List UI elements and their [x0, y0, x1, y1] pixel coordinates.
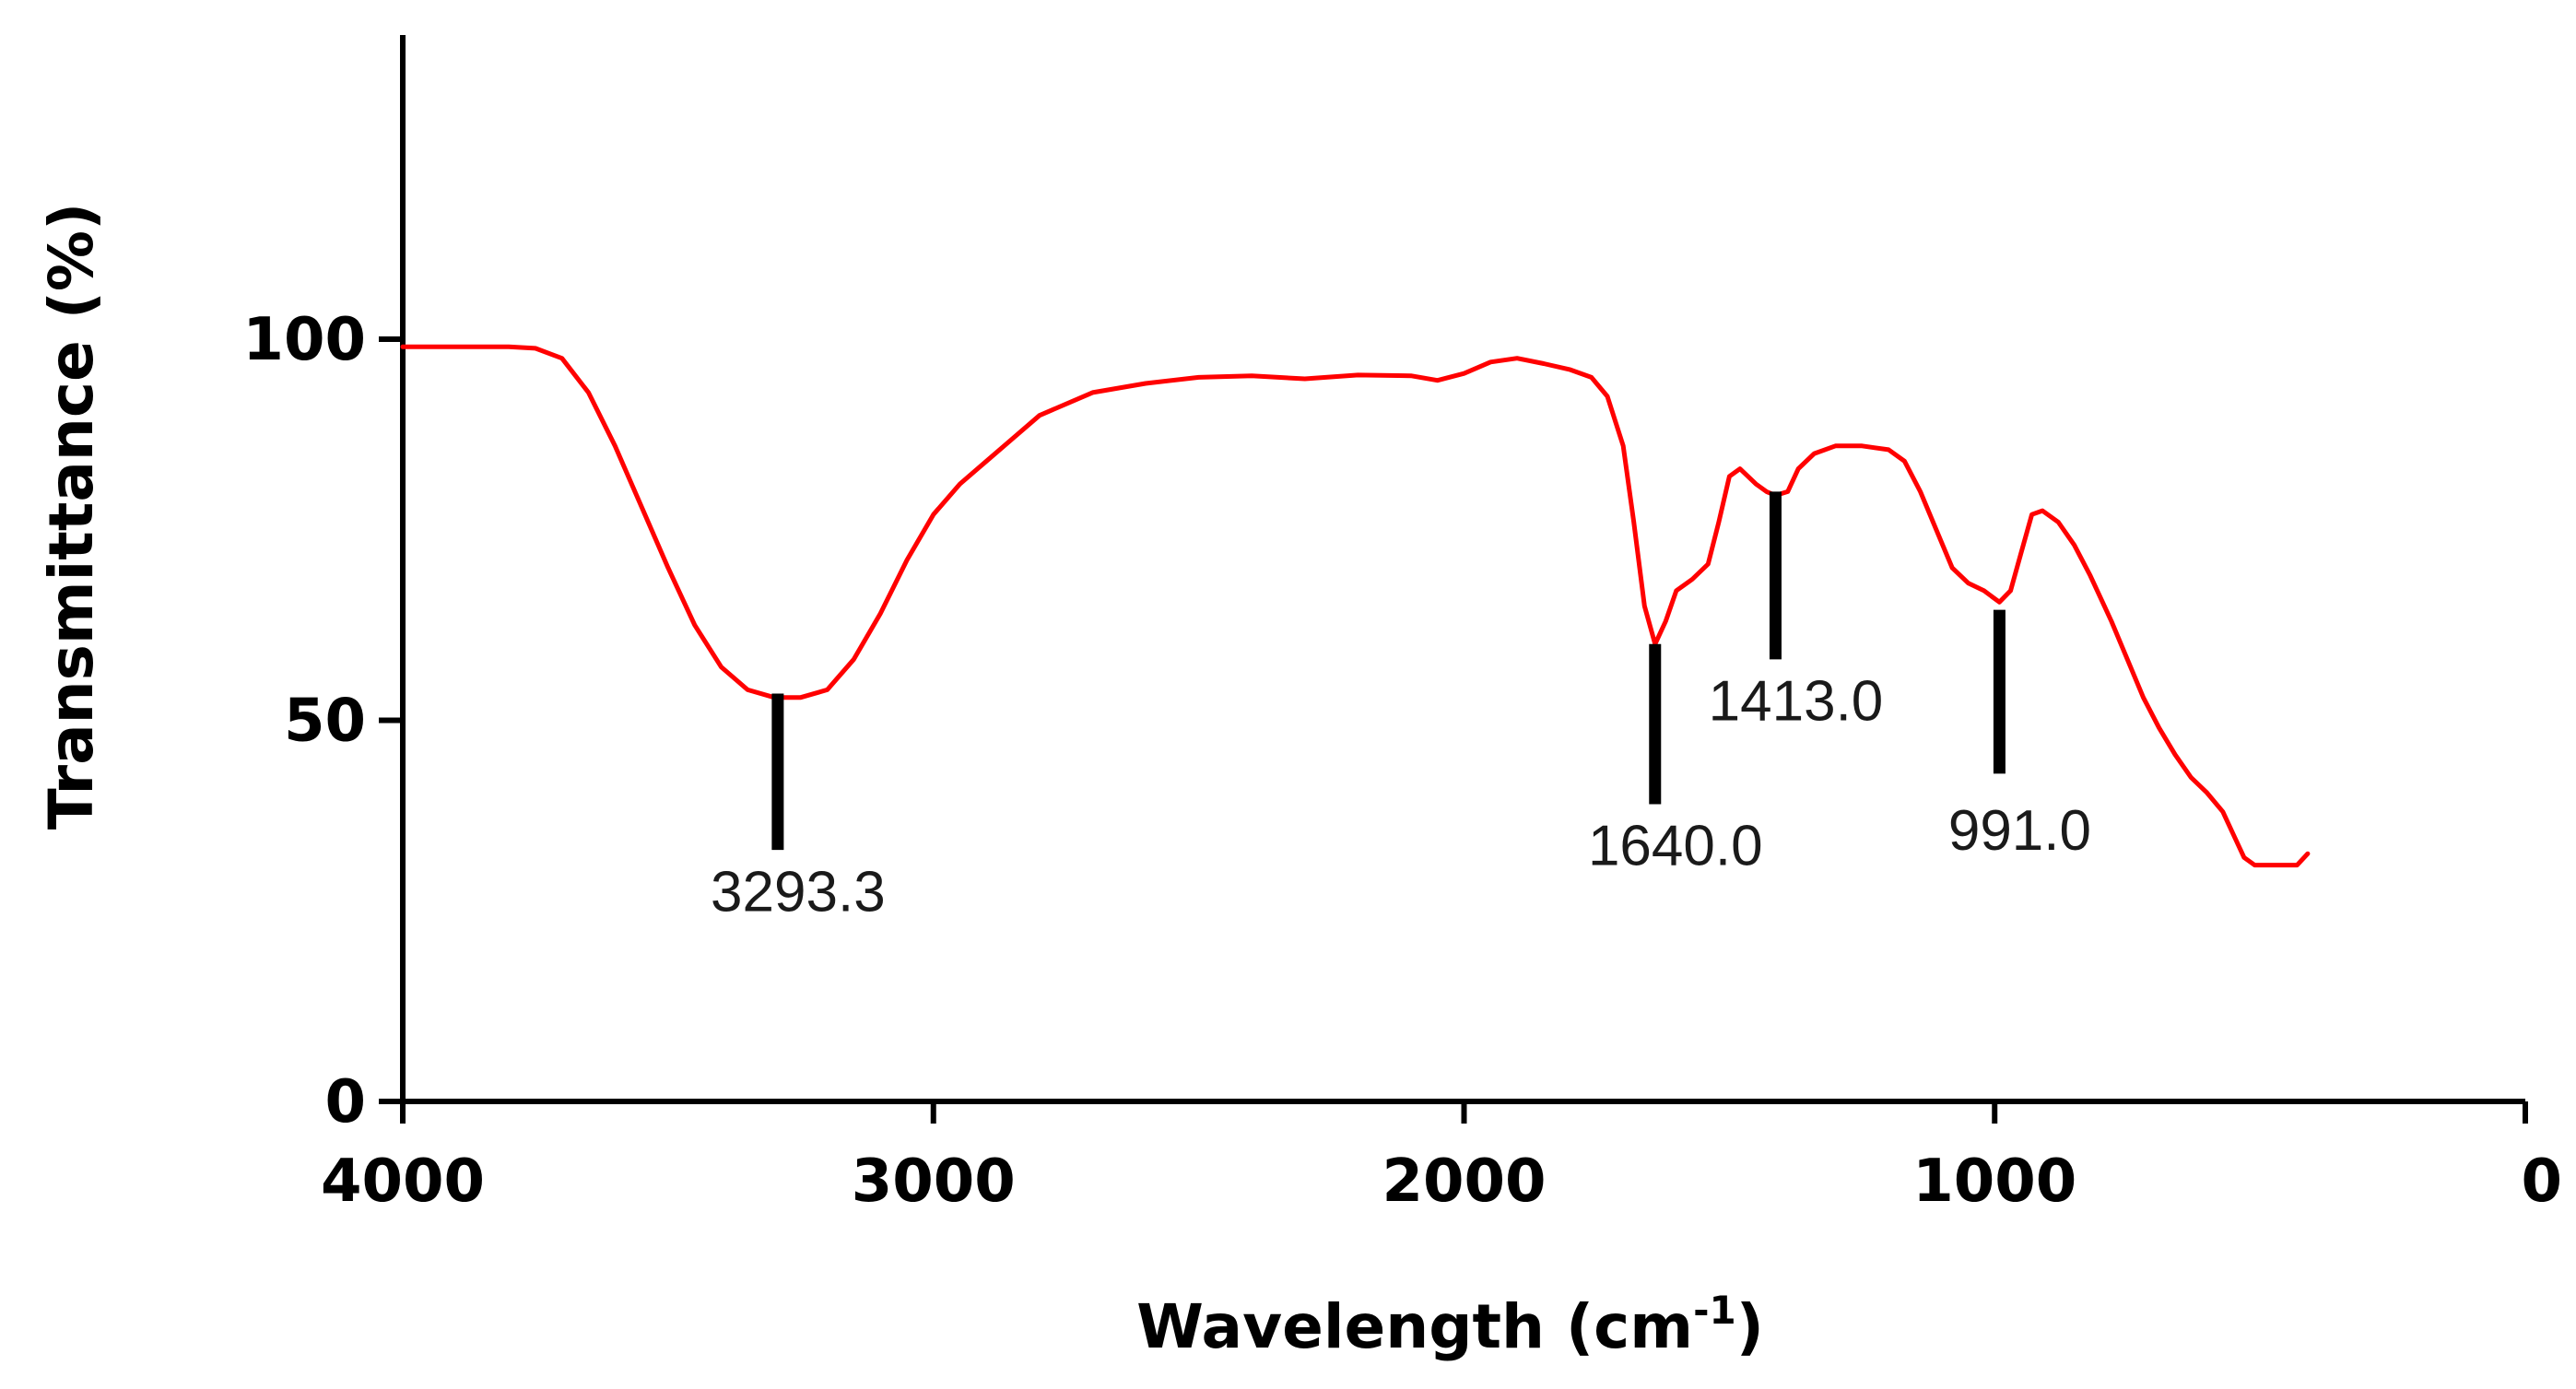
y-axis-title: Transmittance (%)	[36, 203, 107, 830]
y-tick-label: 50	[284, 688, 366, 756]
peak-label: 1640.0	[1588, 815, 1763, 878]
x-axis-title-superscript: -1	[1693, 1288, 1736, 1333]
peak-label: 1413.0	[1709, 670, 1884, 734]
spectrum-line	[400, 344, 2311, 868]
y-ticks: 0 50 100	[242, 306, 403, 1136]
x-tick-label: 4000	[321, 1148, 485, 1216]
x-axis-title: Wavelength (cm-1)	[1136, 1288, 1764, 1362]
x-tick-label: 2000	[1382, 1148, 1546, 1216]
peak-annotations: 3293.3 1640.0 1413.0 991.0	[711, 491, 2091, 924]
peak-label: 3293.3	[711, 860, 886, 924]
x-axis-title-main: Wavelength (cm	[1136, 1291, 1693, 1362]
y-tick-label: 0	[324, 1068, 366, 1136]
x-tick-label: 1000	[1912, 1148, 2076, 1216]
x-tick-label: 0	[2521, 1148, 2562, 1216]
peak-label: 991.0	[1948, 799, 2091, 863]
x-ticks: 4000 3000 2000 1000 0	[321, 1101, 2562, 1216]
y-tick-label: 100	[242, 306, 366, 374]
x-axis-title-close: )	[1736, 1291, 1764, 1362]
x-tick-label: 3000	[852, 1148, 1016, 1216]
